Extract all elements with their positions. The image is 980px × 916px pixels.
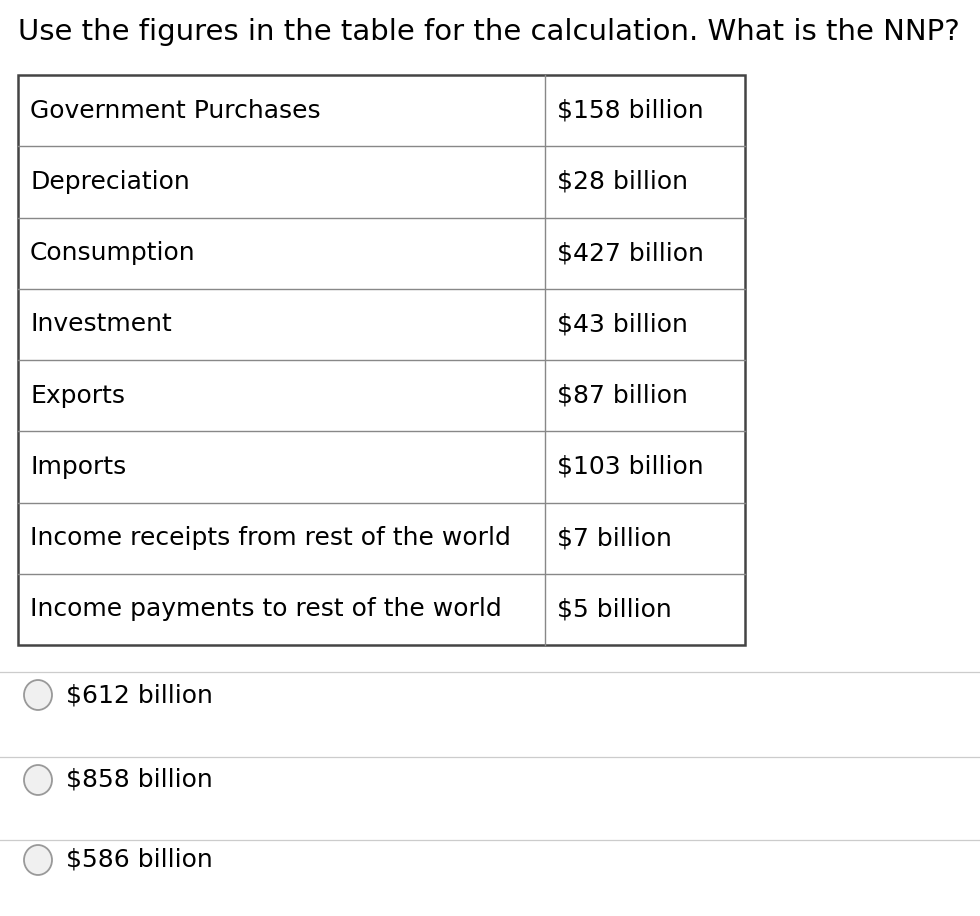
Text: $103 billion: $103 billion: [557, 455, 704, 479]
Text: Income receipts from rest of the world: Income receipts from rest of the world: [30, 526, 511, 551]
Text: $28 billion: $28 billion: [557, 169, 688, 194]
Text: Exports: Exports: [30, 384, 125, 408]
Text: $427 billion: $427 billion: [557, 241, 704, 265]
Text: $7 billion: $7 billion: [557, 526, 672, 551]
Text: Income payments to rest of the world: Income payments to rest of the world: [30, 597, 502, 621]
Text: $858 billion: $858 billion: [66, 768, 213, 792]
Text: $612 billion: $612 billion: [66, 683, 213, 707]
Text: $586 billion: $586 billion: [66, 848, 213, 872]
Text: Investment: Investment: [30, 312, 171, 336]
Text: $5 billion: $5 billion: [557, 597, 671, 621]
Text: Depreciation: Depreciation: [30, 169, 190, 194]
Text: Use the figures in the table for the calculation. What is the NNP?: Use the figures in the table for the cal…: [18, 18, 959, 46]
Text: $87 billion: $87 billion: [557, 384, 688, 408]
Text: Government Purchases: Government Purchases: [30, 99, 320, 123]
Text: Consumption: Consumption: [30, 241, 196, 265]
Ellipse shape: [24, 765, 52, 795]
Text: $43 billion: $43 billion: [557, 312, 688, 336]
Ellipse shape: [24, 680, 52, 710]
Bar: [18, 75, 745, 645]
Ellipse shape: [24, 845, 52, 875]
Text: $158 billion: $158 billion: [557, 99, 704, 123]
Text: Imports: Imports: [30, 455, 126, 479]
